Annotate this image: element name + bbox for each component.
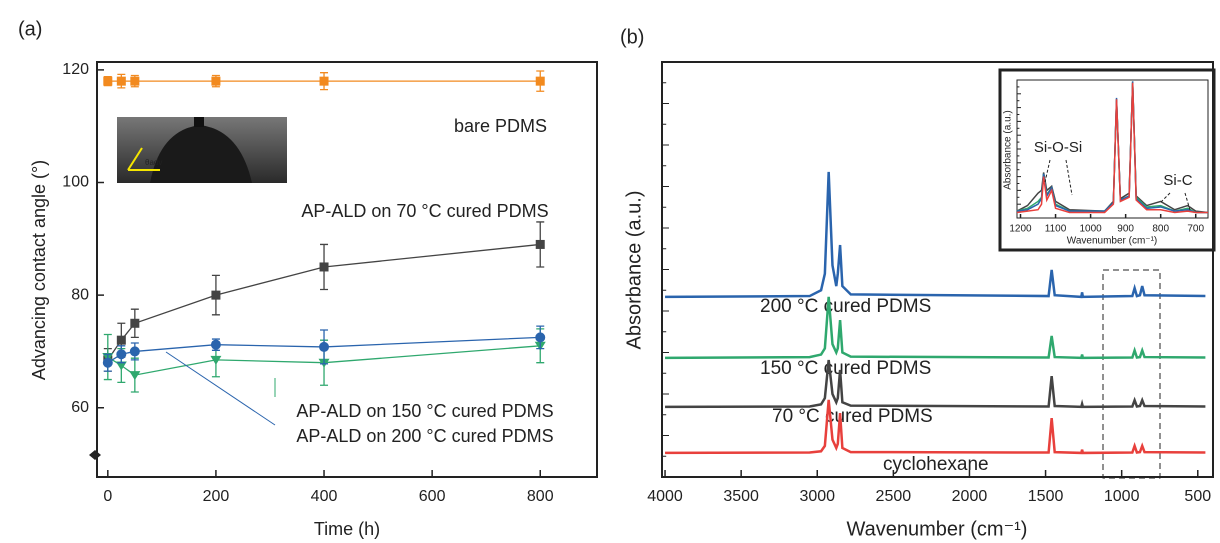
x-axis-label: Time (h) — [314, 519, 380, 539]
x-tick-label: 700 — [1187, 224, 1204, 235]
marker — [116, 349, 127, 360]
series-line — [665, 171, 1206, 299]
series-label: AP-ALD on 70 °C cured PDMS — [301, 201, 548, 221]
label-leader — [165, 351, 276, 426]
x-tick-label: 500 — [1184, 488, 1211, 505]
x-tick-label: 600 — [419, 488, 446, 505]
series-label: AP-ALD on 200 °C cured PDMS — [296, 426, 553, 446]
series-line — [665, 399, 1206, 455]
annotation: Si-O-Si — [1034, 139, 1082, 156]
axis-break — [89, 450, 101, 460]
marker — [535, 332, 546, 343]
x-tick-label: 0 — [103, 488, 112, 505]
panel-label: (b) — [620, 26, 644, 48]
x-axis-label: Wavenumber (cm⁻¹) — [1067, 236, 1157, 247]
x-tick-label: 1500 — [1028, 488, 1064, 505]
series-label: 200 °C cured PDMS — [760, 296, 931, 317]
marker — [130, 76, 140, 86]
x-tick-label: 3000 — [799, 488, 835, 505]
marker — [116, 335, 126, 345]
y-axis-label: Absorbance (a.u.) — [623, 191, 645, 350]
annotation-leader — [1044, 159, 1191, 211]
marker — [535, 239, 545, 249]
x-tick-label: 800 — [1152, 224, 1169, 235]
panel-label: (a) — [18, 18, 42, 40]
marker — [210, 355, 222, 365]
series-label: AP-ALD on 150 °C cured PDMS — [296, 401, 553, 421]
annotation: Si-C — [1163, 172, 1192, 189]
plot-frame — [96, 61, 598, 478]
photo-label: θadv — [145, 158, 162, 167]
series-label: cyclohexane — [883, 454, 989, 475]
y-tick-label: 100 — [62, 174, 89, 191]
y-tick-label: 120 — [62, 61, 89, 78]
series-label: 150 °C cured PDMS — [760, 358, 931, 379]
y-axis-label: Advancing contact angle (°) — [29, 160, 49, 380]
y-axis-label: Absorbance (a.u.) — [1003, 110, 1014, 190]
x-tick-label: 1000 — [1104, 488, 1140, 505]
marker — [115, 361, 127, 371]
series-line — [665, 359, 1206, 409]
series-line — [1016, 82, 1208, 214]
marker — [130, 318, 140, 328]
droplet-photo — [117, 117, 287, 183]
series-label: bare PDMS — [454, 116, 547, 136]
x-tick-label: 1200 — [1009, 224, 1032, 235]
marker — [129, 371, 141, 381]
x-tick-label: 2000 — [952, 488, 988, 505]
marker — [211, 290, 221, 300]
x-tick-label: 200 — [203, 488, 230, 505]
inset-frame — [998, 68, 1216, 252]
marker — [116, 76, 126, 86]
marker — [211, 76, 221, 86]
x-tick-label: 3500 — [723, 488, 759, 505]
x-tick-label: 1000 — [1079, 224, 1102, 235]
x-tick-label: 400 — [311, 488, 338, 505]
marker — [319, 262, 329, 272]
x-axis-label: Wavenumber (cm⁻¹) — [847, 518, 1028, 540]
marker — [103, 76, 113, 86]
y-tick-label: 60 — [71, 399, 89, 416]
marker — [319, 341, 330, 352]
marker — [535, 76, 545, 86]
marker — [129, 346, 140, 357]
x-tick-label: 2500 — [876, 488, 912, 505]
x-tick-label: 4000 — [647, 488, 683, 505]
series-label: 70 °C cured PDMS — [772, 406, 933, 427]
marker — [102, 357, 113, 368]
x-tick-label: 1100 — [1045, 224, 1067, 235]
x-tick-label: 800 — [527, 488, 554, 505]
y-tick-label: 80 — [71, 286, 89, 303]
x-tick-label: 900 — [1117, 224, 1134, 235]
marker — [319, 76, 329, 86]
series-line — [665, 296, 1206, 360]
marker — [210, 339, 221, 350]
highlight-region — [1102, 269, 1161, 479]
